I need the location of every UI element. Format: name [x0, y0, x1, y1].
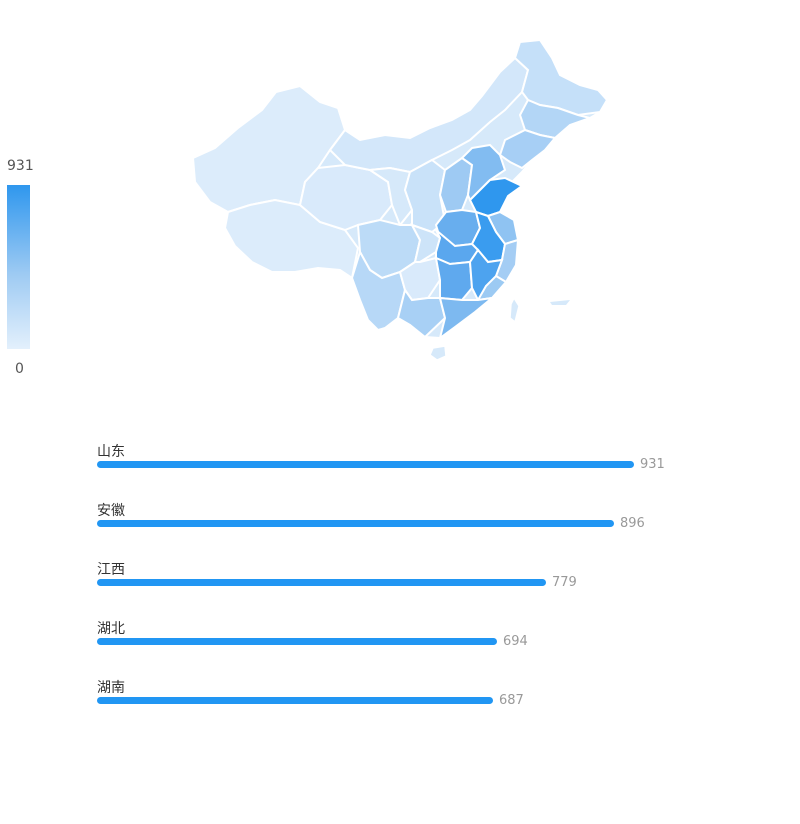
visual-map-max-label: 931	[7, 158, 34, 174]
map-region-taiwan	[509, 296, 520, 324]
bar-category-label: 山东	[97, 444, 125, 460]
map-region-liaoning	[498, 128, 557, 170]
map-region-heilongjiang	[513, 38, 609, 117]
map-region-xizang	[223, 198, 360, 280]
bar[interactable]	[97, 638, 497, 645]
map-region-hainan	[429, 345, 447, 361]
map-region-guangdong	[438, 296, 496, 341]
map-region-chongqing	[409, 223, 442, 263]
china-map	[191, 38, 609, 361]
bar-value-label: 779	[552, 575, 577, 590]
bar[interactable]	[97, 579, 546, 586]
bar[interactable]	[97, 520, 614, 527]
bar-value-label: 896	[620, 516, 645, 531]
visual-map-min-label: 0	[15, 361, 24, 377]
bar-category-label: 安徽	[97, 503, 125, 519]
bar-value-label: 931	[640, 457, 665, 472]
bar-category-label: 湖北	[97, 621, 125, 637]
map-region-yunnan	[350, 249, 407, 332]
bar-category-label: 江西	[97, 562, 125, 578]
bar[interactable]	[97, 697, 493, 704]
bar[interactable]	[97, 461, 634, 468]
map-region-jilin	[518, 98, 594, 140]
bar-category-label: 湖南	[97, 680, 125, 696]
map-island-east	[550, 300, 570, 305]
bar-value-label: 687	[499, 693, 524, 708]
bar-value-label: 694	[503, 634, 528, 649]
visual-map-gradient[interactable]	[7, 185, 30, 349]
map-region-hunan	[434, 256, 474, 302]
